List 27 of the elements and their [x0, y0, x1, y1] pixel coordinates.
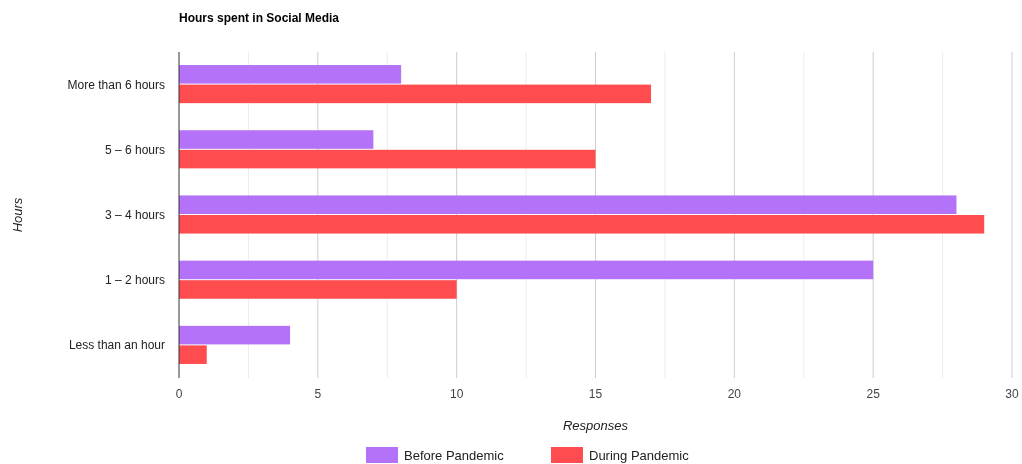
x-tick-label: 30	[1005, 387, 1019, 401]
x-tick-label: 10	[449, 387, 464, 401]
y-tick-label: 3 – 4 hours	[104, 208, 165, 222]
bar	[179, 84, 652, 104]
y-tick-label: 5 – 6 hours	[104, 142, 165, 157]
y-tick-label: 1 – 2 hours	[104, 273, 165, 288]
bar	[179, 260, 874, 280]
legend-label: Before Pandemic	[404, 448, 505, 463]
bar	[179, 215, 985, 234]
bar	[179, 280, 457, 299]
bar	[179, 195, 957, 214]
y-axis-title: Hours	[10, 197, 25, 233]
x-tick-label: 20	[727, 387, 742, 401]
x-tick-label: 5	[314, 387, 322, 401]
bar	[179, 345, 207, 364]
bar	[179, 325, 291, 345]
y-tick-label: More than 6 hours	[67, 77, 165, 92]
x-axis-title: Responses	[562, 418, 629, 433]
legend-label: During Pandemic	[589, 448, 690, 463]
y-tick-label: Less than an hour	[68, 338, 165, 353]
x-tick-label: 15	[588, 387, 603, 401]
bar	[179, 130, 374, 149]
x-tick-label: 25	[866, 387, 881, 401]
bar	[179, 65, 402, 84]
chart-title: Hours spent in Social Media	[179, 11, 340, 25]
x-tick-label: 0	[175, 387, 183, 401]
bar	[179, 149, 596, 169]
